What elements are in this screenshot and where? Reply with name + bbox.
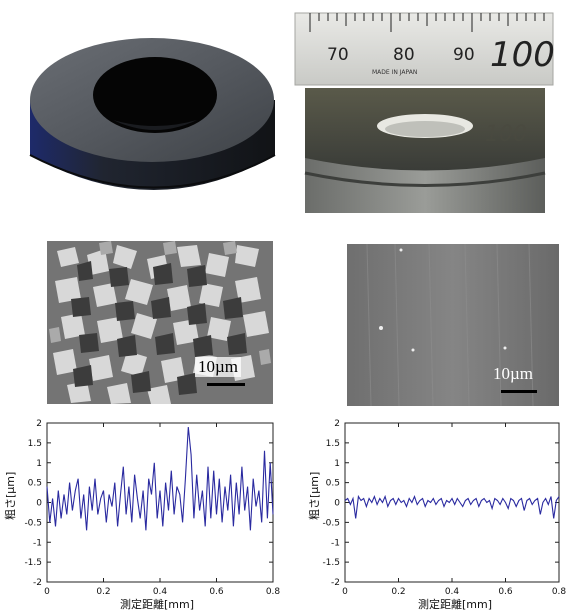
sem-rough-texture [47,241,273,404]
ring-photo-right: 70 80 90 100 MADE IN JAPAN 100 [290,8,555,213]
scale-bar-left [207,383,245,386]
sem-image-rough: 10µm [47,241,273,404]
ruler-number-80: 80 [393,45,415,65]
roughness-plot-right-svg: 21.510.50-0.5-1-1.5-20 0.2 0.4 0.6 0.8 [322,419,567,597]
y-tick-label: 2 [334,419,340,429]
roughness-plot-right: 2 1.5 1 0.5 0 -0.5 -1 -1.5 -2 0 0.2 0.4 0.6 0.8 粗さ[μm… [300,412,569,611]
y-tick-label: -2 [33,578,42,588]
sem-image-smooth: 10µm [347,244,559,406]
y-tick-label: -1 [33,538,42,548]
x-axis-label-right: 測定距離[mm] [418,598,493,611]
y-axis-label-right: 粗さ[μm] [308,471,321,520]
x-tick-label: 0 [342,587,348,597]
roughness-plot-left-svg: 21.510.50-0.5-1-1.5-20 0.2 0.4 0.6 0.8 [24,419,281,597]
x-tick-label: 0.6 [209,587,224,597]
scale-bar-label-right: 10µm [493,364,534,383]
y-tick-label: 1.5 [326,439,340,449]
ruler-number-70: 70 [327,45,349,65]
ring-reflection-number: 100 [485,122,527,147]
roughness-series-line [46,426,274,531]
sem-smooth-texture [347,244,559,406]
y-tick-label: -0.5 [24,518,42,528]
x-tick-label: 0.8 [266,587,281,597]
y-tick-label: 0 [36,499,42,509]
y-tick-label: 0.5 [326,479,340,489]
y-tick-label: 0 [334,499,340,509]
roughness-series-line [344,494,560,519]
y-tick-label: -1 [331,538,340,548]
y-tick-label: -1.5 [24,558,42,568]
ring-graphic [29,38,276,190]
ring-photo-left [25,20,280,210]
y-tick-label: 1.5 [28,439,42,449]
y-tick-label: -0.5 [322,518,340,528]
scale-bar-right [501,390,537,393]
roughness-plot-left: 2 1.5 1 0.5 0 -0.5 -1 -1.5 -2 0 0.2 0.4 0.6 0.8 粗さ[μm… [0,412,285,611]
y-tick-label: 1 [334,459,340,469]
ruler-fine-print: MADE IN JAPAN [372,69,417,76]
y-tick-label: -1.5 [322,558,340,568]
x-tick-label: 0.8 [552,587,567,597]
x-tick-label: 0.2 [391,587,405,597]
y-tick-label: 2 [36,419,42,429]
x-tick-label: 0.4 [153,587,168,597]
ruler-number-90: 90 [453,45,475,65]
scale-bar-label-left: 10µm [195,357,242,377]
ruler-ring-graphic: 70 80 90 100 MADE IN JAPAN 100 [294,12,555,213]
x-tick-label: 0.4 [445,587,460,597]
ruler-ticks [309,13,545,32]
y-tick-label: 0.5 [28,479,42,489]
x-axis-label-left: 測定距離[mm] [120,598,195,611]
x-tick-label: 0 [44,587,50,597]
x-tick-label: 0.2 [96,587,110,597]
y-tick-label: 1 [36,459,42,469]
ruler-number-100: 100 [490,35,555,75]
x-tick-label: 0.6 [498,587,513,597]
y-tick-label: -2 [331,578,340,588]
plot-frame [46,422,274,583]
y-axis-label-left: 粗さ[μm] [4,471,17,520]
